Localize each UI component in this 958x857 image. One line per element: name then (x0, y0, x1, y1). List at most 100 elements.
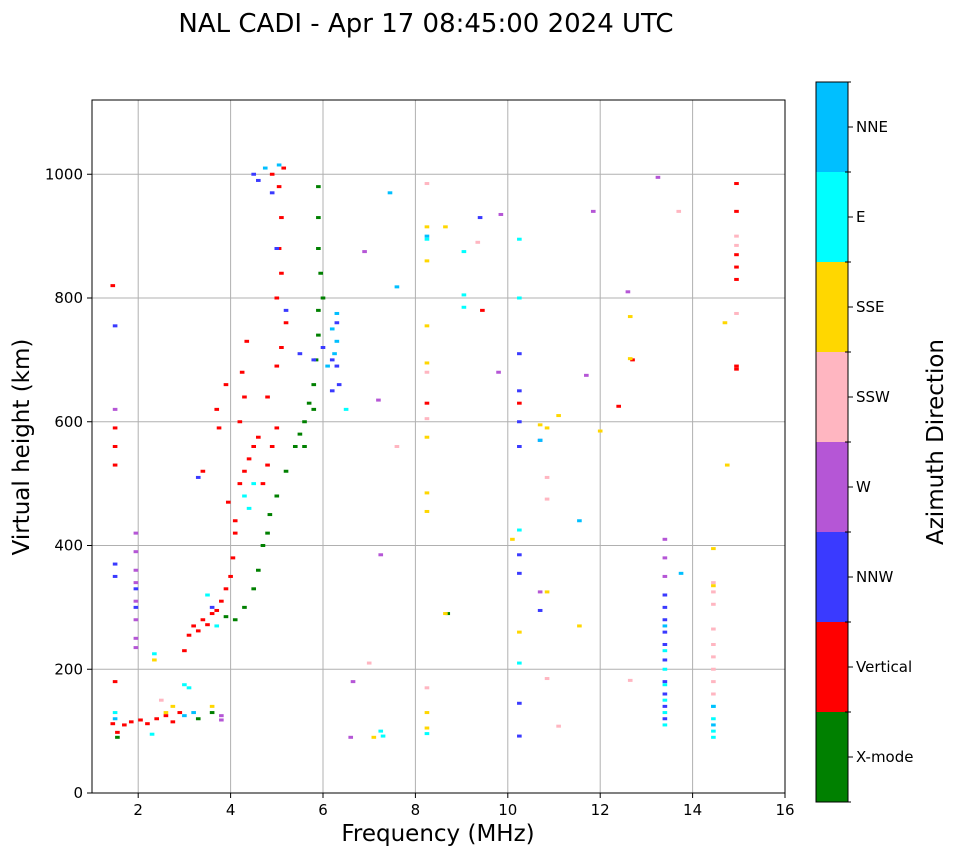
echo-point-nne (334, 311, 340, 315)
colorbar-swatch-nne (816, 82, 848, 172)
echo-point-e (461, 293, 467, 297)
echo-point-nne (662, 624, 668, 628)
echo-point-vertical (279, 216, 284, 220)
x-tick-label: 14 (683, 801, 702, 819)
echo-point-nne (329, 327, 335, 331)
echo-point-vertical (279, 271, 284, 275)
y-tick-label: 600 (54, 413, 83, 431)
echo-point-w (133, 636, 139, 640)
echo-point-w (133, 581, 139, 585)
echo-point-vertical (274, 364, 280, 368)
echo-point-sse (577, 624, 582, 628)
echo-point-nnw (133, 605, 139, 609)
echo-point-e (662, 683, 668, 687)
echo-point-e (662, 723, 668, 727)
echo-point-nnw (334, 321, 340, 325)
echo-point-e (517, 296, 522, 300)
echo-point-e (711, 735, 716, 739)
echo-point-e (517, 661, 522, 665)
echo-point-sse (722, 321, 728, 325)
echo-point-e (186, 686, 192, 690)
echo-point-vertical (424, 401, 430, 405)
echo-point-ssw (424, 370, 430, 374)
echo-point-x-mode (251, 587, 257, 591)
echo-point-vertical (205, 623, 210, 627)
echo-point-e (152, 652, 157, 656)
echo-point-sse (443, 225, 448, 229)
echo-point-nnw (662, 605, 668, 609)
echo-point-w (348, 735, 354, 739)
echo-point-ssw (544, 677, 550, 681)
echo-point-x-mode (242, 605, 247, 609)
echo-point-ssw (676, 209, 682, 213)
echo-point-sse (544, 590, 550, 594)
echo-point-vertical (200, 469, 206, 473)
echo-point-vertical (281, 166, 287, 170)
echo-point-w (537, 590, 543, 594)
echo-point-e (182, 683, 187, 687)
echo-point-e (205, 593, 210, 597)
echo-point-vertical (237, 482, 243, 486)
echo-point-nnw (517, 734, 522, 738)
echo-point-vertical (200, 618, 206, 622)
echo-point-vertical (232, 531, 238, 535)
echo-point-w (378, 553, 384, 557)
echo-point-nnw (662, 593, 668, 597)
echo-point-e (380, 734, 386, 738)
echo-point-vertical (154, 717, 159, 721)
echo-point-vertical (214, 407, 220, 411)
echo-point-vertical (195, 629, 201, 633)
echo-point-vertical (122, 723, 127, 727)
echo-point-w (133, 550, 139, 554)
echo-point-nnw (112, 574, 118, 578)
colorbar-label-sse: SSE (856, 298, 885, 316)
echo-point-x-mode (292, 445, 298, 448)
echo-point-w (219, 718, 224, 722)
echo-point-sse (711, 547, 716, 551)
echo-point-x-mode (316, 216, 321, 220)
echo-point-sse (424, 726, 430, 730)
echo-point-sse (152, 658, 157, 662)
echo-point-nnw (662, 680, 668, 684)
echo-point-vertical (112, 426, 118, 430)
echo-point-x-mode (223, 615, 229, 619)
echo-point-vertical (269, 445, 275, 448)
echo-point-vertical (279, 346, 284, 349)
echo-point-sse (424, 435, 430, 439)
echo-point-ssw (627, 678, 633, 682)
echo-point-nnw (133, 587, 139, 591)
echo-point-x-mode (320, 296, 326, 300)
echo-point-w (590, 209, 596, 213)
echo-point-vertical (265, 395, 270, 399)
echo-point-vertical (734, 265, 739, 269)
colorbar-label-ssw: SSW (856, 388, 890, 406)
echo-point-vertical (219, 599, 224, 603)
echo-point-e (517, 237, 522, 241)
echo-point-ssw (734, 311, 739, 315)
y-tick-label: 400 (54, 537, 83, 555)
echo-point-nnw (662, 658, 668, 662)
echo-point-sse (424, 491, 430, 495)
echo-point-w (625, 290, 631, 294)
x-tick-label: 10 (498, 801, 517, 819)
echo-point-w (133, 531, 139, 535)
data-marks (110, 163, 739, 739)
echo-point-w (662, 537, 668, 541)
echo-point-vertical (138, 718, 143, 722)
echo-point-vertical (734, 364, 739, 368)
echo-point-nne (334, 339, 340, 343)
echo-point-sse (424, 509, 430, 513)
echo-point-ssw (711, 643, 716, 646)
echo-point-e (242, 494, 247, 498)
echo-point-nnw (329, 358, 335, 362)
echo-point-vertical (256, 435, 261, 439)
echo-point-x-mode (256, 568, 261, 572)
echo-point-vertical (225, 500, 231, 504)
echo-point-x-mode (260, 544, 266, 547)
colorbar-swatch-e (816, 172, 848, 262)
echo-point-sse (424, 361, 430, 365)
echo-point-nne (276, 163, 282, 167)
echo-point-sse (597, 429, 603, 433)
echo-point-sse (163, 711, 169, 715)
y-tick-label: 1000 (45, 165, 83, 183)
